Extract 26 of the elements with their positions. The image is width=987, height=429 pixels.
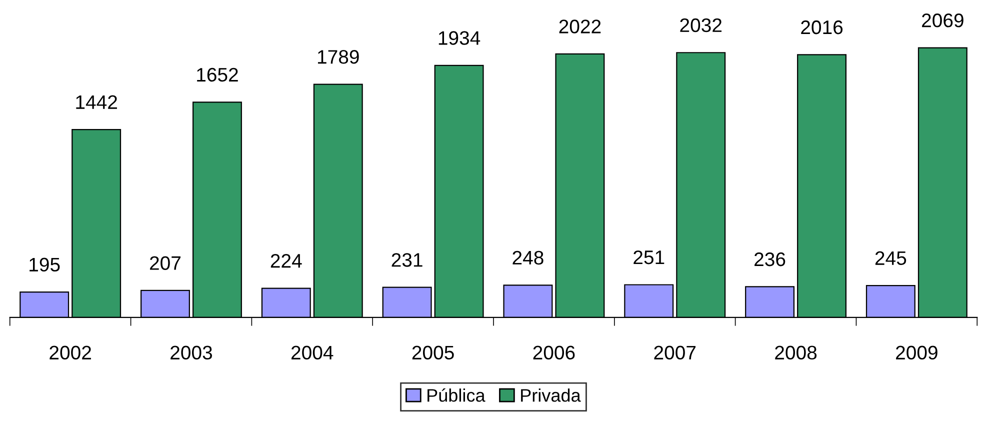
data-label: 207 [150, 256, 180, 270]
x-tick-label: 2004 [291, 346, 334, 360]
x-tick-label: 2008 [775, 346, 817, 360]
x-tick-label: 2007 [654, 346, 696, 360]
data-label: 1789 [318, 50, 359, 64]
data-label: 2022 [559, 20, 601, 34]
data-label: 2016 [801, 20, 843, 34]
data-label: 224 [270, 254, 302, 268]
data-label: 195 [30, 258, 60, 272]
data-label: 1442 [76, 95, 117, 109]
x-tick-label: 2006 [533, 346, 575, 360]
data-label: 251 [634, 250, 664, 264]
legend-label: Privada [521, 388, 581, 402]
data-label: 245 [875, 251, 906, 266]
legend-label: Pública [428, 388, 486, 402]
data-label: 248 [512, 250, 544, 265]
data-label: 1934 [438, 31, 480, 45]
data-label: 2069 [922, 14, 964, 28]
data-label: 2032 [680, 18, 722, 32]
data-label: 1652 [197, 68, 238, 82]
data-label: 231 [392, 253, 422, 267]
x-tick-label: 2003 [170, 346, 212, 360]
x-tick-label: 2005 [412, 346, 454, 360]
x-tick-label: 2009 [896, 346, 938, 360]
data-label: 236 [754, 252, 786, 266]
x-tick-label: 2002 [50, 346, 91, 360]
